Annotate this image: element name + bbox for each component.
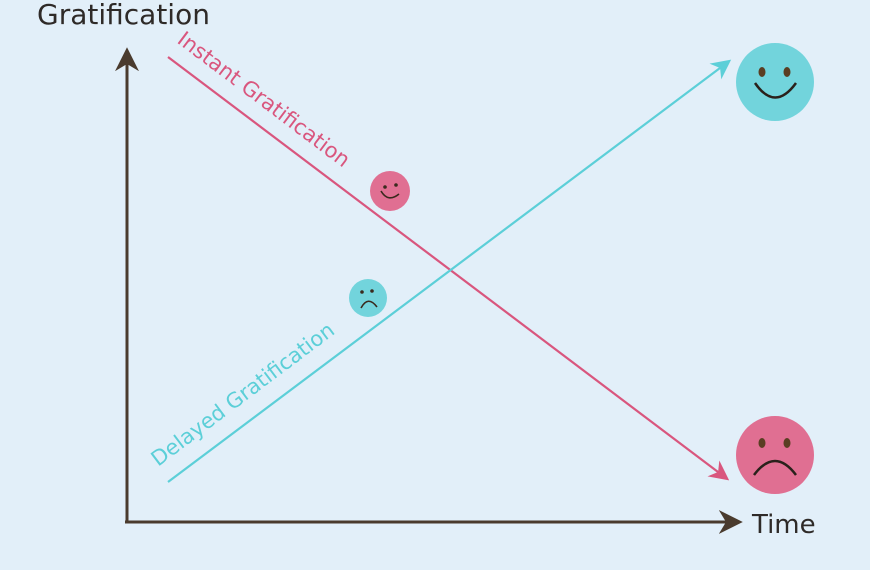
y-axis-label: Gratification <box>37 0 210 31</box>
happy-face-icon <box>736 43 814 121</box>
sad-face-icon <box>736 416 814 494</box>
x-axis-label: Time <box>751 510 816 540</box>
instant-gratification-line <box>167 56 730 481</box>
happy-face-icon <box>370 171 410 211</box>
instant-gratification-label: Instant Gratification <box>173 27 355 172</box>
delayed-gratification-line <box>167 59 732 483</box>
sad-face-icon <box>349 279 387 317</box>
delayed-gratification-label: Delayed Gratification <box>147 318 339 471</box>
